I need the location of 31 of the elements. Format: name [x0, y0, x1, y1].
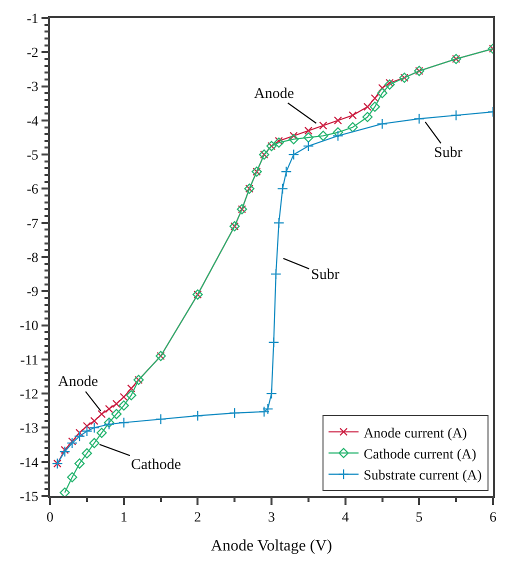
y-tick-label: -10 [20, 319, 38, 334]
annotation: Anode [58, 374, 98, 390]
y-tick-label: -4 [26, 114, 38, 130]
x-tick-label: 6 [490, 510, 496, 526]
y-tick-label: -8 [26, 250, 38, 266]
annotation: Subr [434, 145, 462, 161]
y-tick-label: -14 [20, 456, 38, 471]
y-tick-label: -3 [26, 80, 38, 96]
x-tick-label: 1 [120, 510, 128, 526]
x-axis-title: Anode Voltage (V) [210, 538, 332, 555]
annotation: Subr [311, 267, 340, 283]
x-tick-label: 4 [342, 510, 349, 526]
y-tick-label: -11 [20, 353, 38, 368]
y-tick-label: -6 [26, 182, 38, 198]
y-tick-label: -1 [26, 12, 38, 27]
y-tick-label: -7 [26, 216, 38, 232]
legend-label: Substrate current (A) [364, 468, 482, 484]
x-tick-label: 0 [46, 510, 54, 526]
x-tick-label: 2 [194, 510, 202, 526]
legend-label: Anode current (A) [364, 426, 468, 442]
y-tick-label: -2 [26, 46, 38, 62]
x-tick-label: 5 [416, 510, 423, 526]
y-tick-label: -5 [26, 148, 38, 164]
x-tick-label: 3 [268, 510, 275, 526]
y-tick-label: -12 [20, 387, 38, 402]
annotation: Cathode [131, 457, 182, 473]
y-tick-label: -13 [20, 422, 38, 437]
annotation: Anode [254, 86, 294, 102]
legend-label: Cathode current (A) [364, 447, 477, 462]
y-tick-label: -9 [26, 285, 38, 300]
y-tick-label: -15 [20, 490, 38, 505]
